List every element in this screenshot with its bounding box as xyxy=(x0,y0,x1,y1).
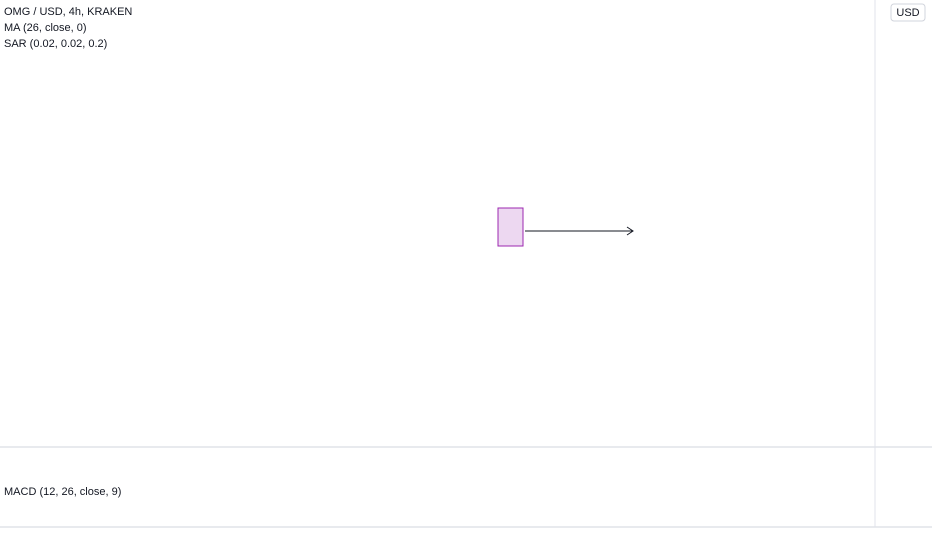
highlight-box xyxy=(497,207,524,247)
currency-button[interactable] xyxy=(890,3,926,22)
legend-sar: SAR (0.02, 0.02, 0.2) xyxy=(4,38,107,50)
symbol-title: OMG / USD, 4h, KRAKEN xyxy=(4,6,132,18)
currency-label[interactable]: USD xyxy=(896,7,919,19)
macd-title: MACD (12, 26, close, 9) xyxy=(4,486,121,498)
legend-ma: MA (26, close, 0) xyxy=(4,22,87,34)
arrow-head xyxy=(626,226,634,236)
